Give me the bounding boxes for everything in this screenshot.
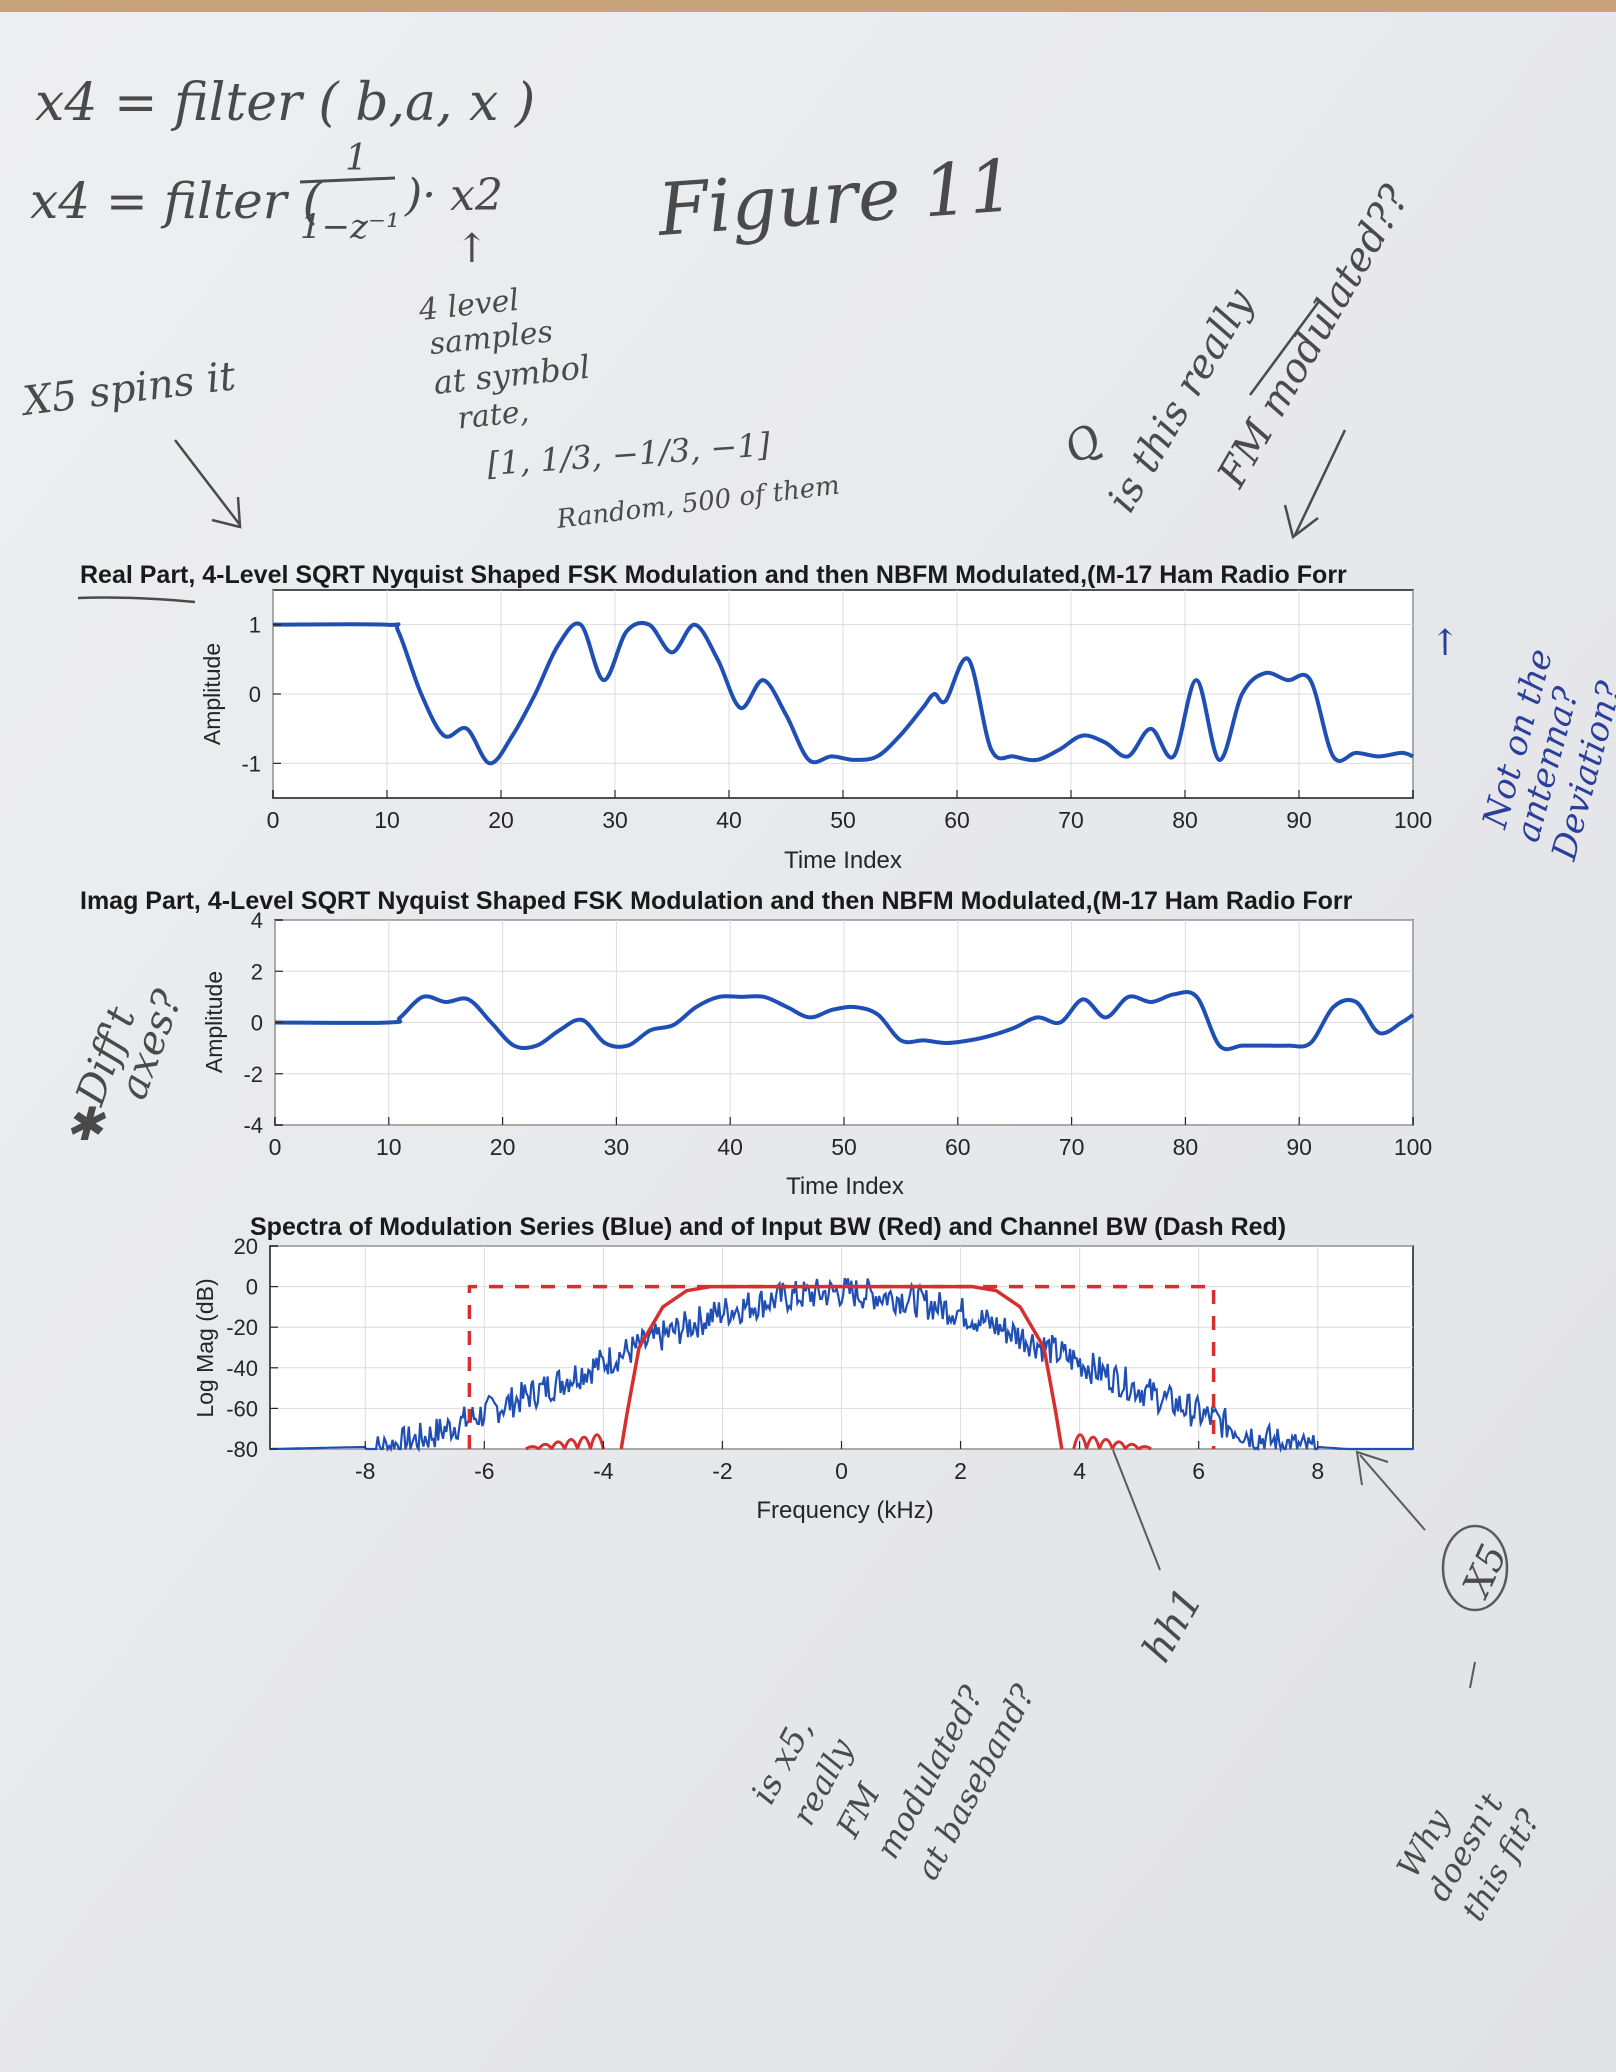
x-tick-label: 60 (944, 807, 970, 833)
chart-2-series (274, 990, 1415, 1052)
note-blue-arrow: ↑ (1430, 623, 1460, 664)
arrow-x5-head (211, 496, 242, 529)
chart-3-xlabel: Frequency (kHz) (756, 1497, 933, 1524)
series-line-signal (272, 620, 1414, 766)
x-tick-label: 20 (488, 807, 514, 833)
chart-3-grid (270, 1245, 1413, 1450)
y-tick-label: -2 (243, 1062, 263, 1087)
x-tick-label: 90 (1286, 807, 1312, 833)
y-tick-label: -80 (226, 1437, 258, 1462)
x-tick-label: -6 (474, 1458, 494, 1484)
chart-3-ylabel: Log Mag (dB) (192, 1278, 218, 1417)
y-tick-label: -60 (226, 1396, 258, 1421)
y-tick-label: 4 (251, 908, 263, 933)
y-tick-label: 20 (234, 1234, 258, 1259)
x-tick-label: 10 (374, 807, 400, 833)
x-tick-label: 0 (269, 1134, 282, 1160)
chart-3-title: Spectra of Modulation Series (Blue) and … (250, 1213, 1286, 1241)
series-line-channel-bw (467, 1284, 1216, 1449)
chart-1-series (272, 620, 1414, 766)
arrow-x5-plot-head (1355, 1450, 1389, 1486)
x-tick-label: 0 (835, 1458, 848, 1484)
series-line-modulation (270, 1277, 1413, 1454)
x-tick-label: -2 (712, 1458, 732, 1484)
chart-1-title: Real Part, 4-Level SQRT Nyquist Shaped F… (80, 561, 1347, 589)
x-tick-label: 30 (602, 807, 628, 833)
x-tick-label: 100 (1394, 807, 1432, 833)
y-tick-label: 0 (246, 1275, 258, 1300)
chart-1-yticks: -1 0 1 (241, 613, 281, 776)
note-filter-line1: x4 = filter ( b,a, x ) (35, 73, 535, 133)
series-sidelobes-input-bw (1072, 1433, 1152, 1451)
arrow-fm-head (1283, 504, 1319, 540)
chart-1-ylabel: Amplitude (199, 643, 225, 745)
x-tick-label: 40 (717, 1134, 743, 1160)
note-levels-4: rate, (456, 394, 531, 436)
dash-why (1469, 1661, 1476, 1689)
note-arrow-up: ↑ (455, 226, 489, 272)
x-tick-label: 2 (954, 1458, 967, 1484)
chart-3-xticks: -8 -6 -4 -2 0 2 4 6 8 (355, 1441, 1324, 1484)
chart-1-xlabel: Time Index (784, 847, 902, 874)
y-tick-label: 2 (251, 959, 263, 984)
chart-imag-part: Imag Part, 4-Level SQRT Nyquist Shaped F… (80, 887, 1432, 1200)
chart-2-title: Imag Part, 4-Level SQRT Nyquist Shaped F… (80, 887, 1353, 915)
y-tick-label: 1 (249, 613, 261, 638)
x-tick-label: 6 (1192, 1458, 1205, 1484)
note-filter-line2-den: 1−z⁻¹ (300, 207, 400, 247)
x-tick-label: 20 (490, 1134, 516, 1160)
x-tick-label: -8 (355, 1458, 375, 1484)
underline-really (1248, 299, 1322, 396)
series-line-signal (274, 990, 1415, 1052)
arrow-x5-plot-shaft (1359, 1454, 1426, 1531)
x-tick-label: 0 (267, 807, 280, 833)
x-tick-label: 80 (1173, 1134, 1199, 1160)
y-tick-label: -40 (226, 1356, 258, 1381)
arrow-fm-shaft (1293, 429, 1347, 536)
note-star: ✱ (65, 1097, 107, 1151)
x-tick-label: 8 (1311, 1458, 1324, 1484)
x-tick-label: 90 (1286, 1134, 1312, 1160)
arrow-x5-shaft (174, 439, 241, 526)
fraction-bar (299, 176, 396, 184)
x-tick-label: -4 (593, 1458, 614, 1484)
chart-3-yticks: -80 -60 -40 -20 0 20 (226, 1234, 278, 1462)
table-edge (0, 0, 1616, 12)
y-tick-label: 0 (249, 682, 261, 707)
chart-2-xticks: 0 10 20 30 40 50 60 70 80 90 100 (269, 1117, 1432, 1160)
chart-2-yticks: -4 -2 0 2 4 (243, 908, 283, 1138)
y-tick-label: -4 (243, 1113, 263, 1138)
chart-spectra: Spectra of Modulation Series (Blue) and … (192, 1213, 1414, 1524)
note-filter-line2-prefix: x4 = filter ( (30, 172, 324, 230)
x-tick-label: 50 (830, 807, 856, 833)
x-tick-label: 70 (1059, 1134, 1085, 1160)
chart-real-part: Real Part, 4-Level SQRT Nyquist Shaped F… (80, 561, 1432, 874)
x-tick-label: 70 (1058, 807, 1084, 833)
handwritten-notes: x4 = filter ( b,a, x ) x4 = filter ( 1 1… (18, 73, 1616, 1927)
x-tick-label: 30 (604, 1134, 630, 1160)
y-tick-label: -1 (241, 751, 261, 776)
y-tick-label: -20 (226, 1315, 258, 1340)
chart-2-xlabel: Time Index (786, 1173, 904, 1200)
chart-3-series (270, 1277, 1413, 1454)
x-tick-label: 100 (1394, 1134, 1432, 1160)
chart-1-xticks: 0 10 20 30 40 50 60 70 80 90 100 (267, 790, 1432, 833)
y-tick-label: 0 (251, 1011, 263, 1036)
x-tick-label: 60 (945, 1134, 971, 1160)
x-tick-label: 50 (831, 1134, 857, 1160)
circle-x5 (1441, 1524, 1509, 1612)
note-filter-line2-suffix: )· x2 (404, 170, 503, 221)
x-tick-label: 10 (376, 1134, 402, 1160)
series-sidelobes-input-bw (525, 1433, 605, 1451)
line-hh1 (1112, 1449, 1161, 1571)
x-tick-label: 4 (1073, 1458, 1086, 1484)
title-underline (77, 596, 196, 604)
x-tick-label: 80 (1172, 807, 1198, 833)
chart-2-ylabel: Amplitude (201, 971, 227, 1073)
x-tick-label: 40 (716, 807, 742, 833)
note-filter-line2-num: 1 (345, 138, 368, 179)
chart-1-grid (272, 590, 1414, 798)
series-line-input-bw (619, 1284, 1064, 1450)
